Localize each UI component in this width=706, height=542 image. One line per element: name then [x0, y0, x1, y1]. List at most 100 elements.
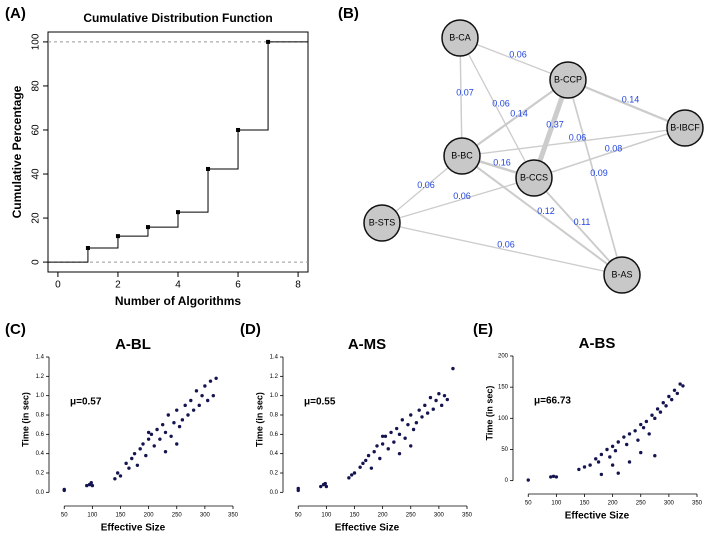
point — [186, 413, 190, 417]
point — [616, 440, 620, 444]
point — [400, 418, 405, 422]
point — [389, 430, 393, 435]
point — [378, 456, 382, 461]
point — [323, 481, 327, 486]
x-tick-label: 150 — [579, 501, 590, 507]
edge-label: 0.14 — [510, 108, 528, 118]
x-tick-label: 100 — [551, 501, 562, 507]
node-label: B-BC — [451, 150, 473, 160]
point — [414, 421, 419, 425]
point — [397, 432, 402, 437]
step-point — [176, 210, 180, 215]
y-tick-label: 0.4 — [36, 451, 45, 457]
annotation: μ=0.55 — [304, 397, 336, 408]
edge — [381, 177, 535, 224]
panel-label: (E) — [473, 321, 493, 338]
point — [608, 455, 612, 459]
y-tick-label: 150 — [498, 385, 509, 391]
point — [409, 444, 413, 448]
point — [172, 421, 176, 425]
point — [141, 442, 145, 446]
point — [124, 461, 128, 466]
point — [411, 427, 416, 432]
x-tick-label: 100 — [87, 513, 98, 519]
point — [655, 407, 660, 411]
point — [364, 458, 368, 463]
panel-label: (D) — [240, 321, 261, 338]
edge — [461, 127, 686, 157]
point — [358, 465, 362, 469]
point — [434, 398, 438, 403]
point — [319, 484, 323, 489]
point — [194, 389, 199, 393]
point — [442, 393, 447, 398]
x-tick-label: 0 — [55, 280, 61, 291]
step-point — [236, 127, 241, 132]
point — [146, 437, 151, 441]
point — [650, 413, 654, 417]
point — [205, 398, 210, 403]
node-label: B-STS — [369, 217, 396, 227]
point — [678, 382, 682, 386]
y-tick-label: 0 — [505, 478, 509, 484]
x-tick-label: 200 — [144, 513, 155, 519]
x-tick-label: 200 — [378, 513, 389, 519]
y-tick-label: 40 — [31, 168, 42, 180]
point — [177, 424, 182, 429]
y-tick-label: 1.0 — [36, 393, 45, 399]
edge — [567, 78, 686, 130]
edge — [461, 155, 623, 276]
y-tick-label: 0.6 — [270, 432, 279, 438]
point — [669, 397, 674, 402]
chart-title: A-BL — [115, 336, 151, 353]
point — [599, 452, 604, 457]
point — [582, 465, 587, 469]
point — [627, 460, 632, 464]
point — [158, 437, 162, 441]
y-axis-label: Time (in sec) — [20, 392, 30, 447]
x-tick-label: 250 — [406, 513, 417, 519]
x-tick-label: 150 — [349, 513, 360, 519]
x-tick-label: 300 — [200, 513, 211, 519]
edge — [459, 37, 569, 81]
point — [409, 413, 413, 417]
node — [549, 61, 587, 99]
point — [347, 476, 351, 480]
node — [363, 204, 401, 242]
x-tick-label: 300 — [434, 513, 445, 519]
point — [616, 471, 620, 475]
edge-label: 0.06 — [492, 98, 510, 108]
point — [653, 454, 657, 458]
point — [644, 419, 649, 424]
point — [175, 408, 179, 412]
x-tick-label: 250 — [172, 513, 183, 519]
point — [599, 472, 604, 477]
point — [138, 447, 142, 451]
point — [163, 430, 168, 435]
node — [443, 137, 481, 175]
point — [200, 393, 204, 398]
edge — [381, 222, 623, 276]
edge-label: 0.12 — [537, 206, 555, 216]
edge-label: 0.08 — [605, 143, 623, 153]
point — [622, 435, 626, 439]
point — [130, 456, 134, 461]
point — [118, 474, 123, 478]
point — [549, 475, 553, 479]
point — [85, 483, 89, 488]
point — [166, 413, 171, 417]
point — [636, 438, 640, 442]
point — [672, 388, 677, 392]
x-tick-label: 300 — [664, 501, 675, 507]
point — [554, 475, 559, 479]
y-tick-label: 1.4 — [270, 355, 279, 361]
point — [653, 416, 657, 421]
panel-label: (C) — [5, 321, 26, 338]
x-tick-label: 6 — [235, 280, 241, 291]
edge-label: 0.14 — [622, 94, 640, 104]
point — [90, 483, 95, 488]
point — [160, 422, 165, 427]
annotation: μ=66.73 — [534, 396, 571, 407]
edge-label: 0.06 — [509, 49, 527, 59]
y-tick-label: 0.0 — [270, 490, 279, 496]
